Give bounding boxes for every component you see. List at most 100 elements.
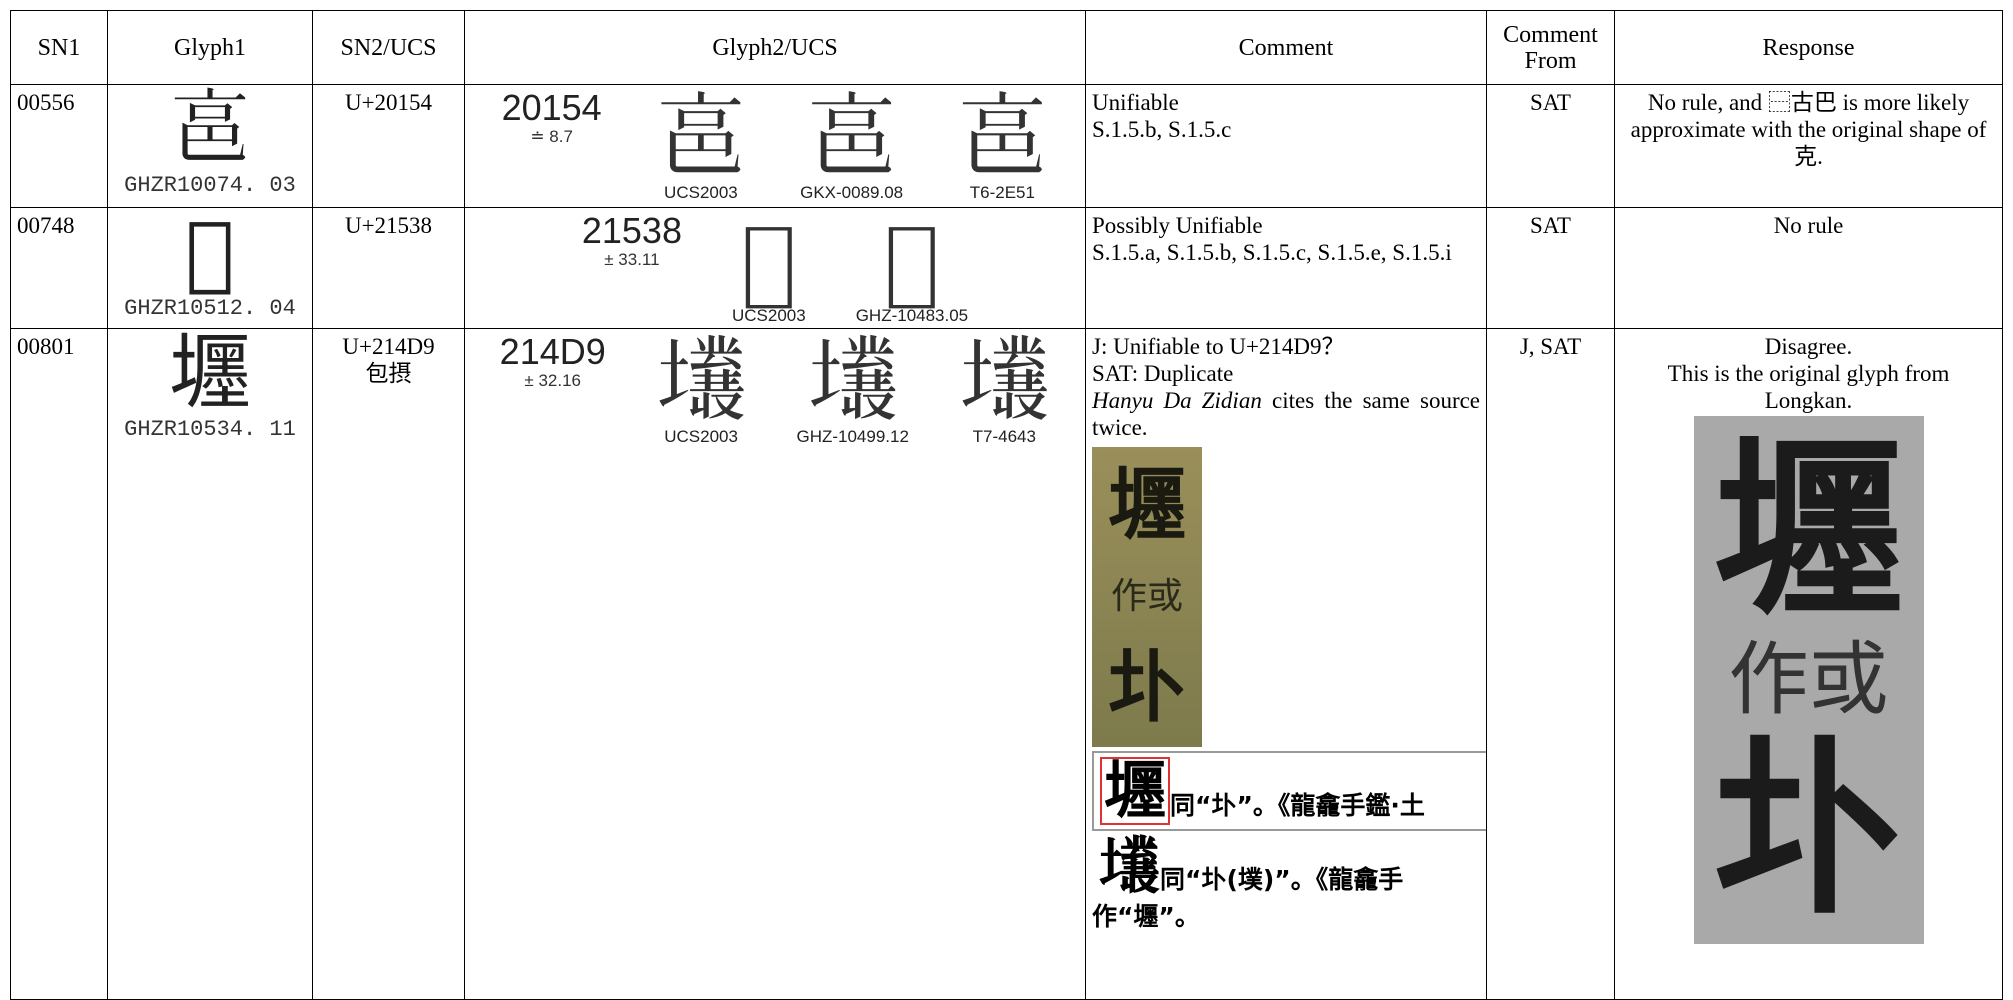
dict-text: 同“圤(墣)”。《龍龕手 [1160, 865, 1404, 894]
variant-label: UCS2003 [664, 183, 738, 202]
sn1: 00801 [17, 334, 75, 359]
variant-label: T6-2E51 [969, 183, 1035, 202]
comment-from: SAT [1530, 90, 1571, 115]
dict-text: 同“圤”。《龍龕手鑑·土 [1170, 791, 1425, 820]
glyph1-source: GHZR10512. 04 [124, 296, 296, 321]
code-score: ± 33.11 [604, 250, 660, 269]
dict-head: 壥 [1100, 757, 1171, 825]
glyph2-cell: 20154 ≐ 8.7 𠅔 UCS2003 𠅔 GKX-0089.08 𠅔 T6-2E51 [465, 85, 1086, 208]
glyph1-char: 壥 [168, 329, 251, 421]
dict-entry: 壥同“圤”。《龍龕手鑑·土 [1092, 751, 1486, 831]
glyph2-code: 21538 ± 33.11 [582, 212, 682, 270]
code-number: 20154 [501, 87, 602, 128]
scan-char: 壥 [1107, 459, 1186, 551]
header-cell: SN1 [10, 10, 108, 85]
comment-line: Possibly Unifiable [1092, 213, 1263, 238]
comment-from: SAT [1530, 213, 1571, 238]
header-text: Comment From [1503, 21, 1598, 74]
variant-char: 𠅔 [805, 85, 898, 191]
comment-cell: J: Unifiable to U+214D9？ SAT: Duplicate Ha… [1086, 329, 1487, 1000]
header-text: SN2/UCS [340, 34, 437, 61]
header-cell: Comment From [1487, 10, 1615, 85]
response-scan: 壥作或圤 [1693, 416, 1924, 944]
code-score: ± 32.16 [524, 371, 582, 390]
dictionary-snippet: 壥同“圤”。《龍龕手鑑·土 𡓙 同“圤(墣)”。《龍龕手 作“壥”。 [1092, 751, 1486, 931]
glyph1-cell: 𠅔 GHZR10074. 03 [108, 85, 313, 208]
comment-note: Hanyu Da Zidian cites the same source tw… [1092, 387, 1480, 441]
comment-line: SAT: Duplicate [1092, 361, 1234, 386]
variant-label: T7-4643 [972, 427, 1036, 446]
scan-char: 圤 [1107, 642, 1186, 734]
glyph1-cell: 壥 GHZR10534. 11 [108, 329, 313, 1000]
response-cell: No rule [1615, 208, 2003, 329]
variant-char: 𡔸 [884, 208, 940, 314]
glyph1-cell: 𡔸 GHZR10512. 04 [108, 208, 313, 329]
variant-label: GHZ-10483.05 [855, 306, 969, 325]
header-text: Glyph2/UCS [712, 34, 838, 61]
header-cell: Glyph1 [108, 10, 313, 85]
header-cell: Response [1615, 10, 2003, 85]
sn2-line: U+20154 [344, 90, 433, 115]
variant-label: UCS2003 [664, 427, 738, 446]
code-number: 21538 [581, 210, 682, 251]
variant-label: UCS2003 [731, 306, 806, 325]
header-text: Glyph1 [174, 34, 246, 61]
response-cell: Disagree. This is the original glyph from… [1615, 329, 2003, 1000]
glyph1-char: 𠅔 [168, 85, 251, 177]
glyph2-variant: 𠅔 UCS2003 [655, 89, 747, 203]
glyph2-code: 20154 ≐ 8.7 [502, 89, 602, 147]
variant-char: 𠅔 [956, 85, 1049, 191]
variant-char: 𡔸 [741, 208, 797, 314]
dict-head: 𡓙 [1098, 830, 1161, 903]
comment-line: S.1.5.b, S.1.5.c [1092, 117, 1232, 142]
comment-line: J: Unifiable to U+214D9？ [1092, 334, 1345, 359]
sn1: 00748 [17, 213, 75, 238]
header-cell: Glyph2/UCS [465, 10, 1086, 85]
glyph2-cell: 214D9 ± 32.16 𡓙 UCS2003 𡓙 GHZ-10499.12 𡓙 T7-464… [465, 329, 1086, 1000]
scan-char: 作或 [1110, 576, 1183, 618]
sn2-line: U+214D9 [342, 334, 435, 359]
comment-line: Unifiable [1092, 90, 1179, 115]
glyph1-source: GHZR10074. 03 [124, 173, 296, 198]
comment-from-cell: SAT [1487, 208, 1615, 329]
glyph2-variant: 𠅔 GKX-0089.08 [800, 89, 903, 203]
sn1: 00556 [17, 90, 75, 115]
sn2-cell: U+214D9 包摂 [313, 329, 465, 1000]
comment-cell: Possibly Unifiable S.1.5.a, S.1.5.b, S.1.… [1086, 208, 1487, 329]
glyph2-variant: 𠅔 T6-2E51 [956, 89, 1048, 203]
scan-char: 圤 [1713, 716, 1904, 940]
header-cell: Comment [1086, 10, 1487, 85]
response-cell: No rule, and ⿱古巴 is more likely approxim… [1615, 85, 2003, 208]
variant-char: 𡓙 [655, 329, 748, 435]
glyph2-variant: 𡓙 UCS2003 [655, 333, 747, 447]
sn1-cell: 00801 [10, 329, 108, 1000]
glyph2-variant: 𡔸 GHZ-10483.05 [856, 212, 968, 326]
code-score: ≐ 8.7 [530, 127, 573, 146]
header-text: Response [1762, 34, 1855, 61]
header-text: Comment [1238, 34, 1334, 61]
glyph1-char: 𡔸 [185, 208, 235, 300]
sn2-cell: U+21538 [313, 208, 465, 329]
response-line: No rule, and ⿱古巴 is more likely approxim… [1630, 90, 1987, 169]
comment-from-cell: SAT [1487, 85, 1615, 208]
sn2-cell: U+20154 [313, 85, 465, 208]
note-text: cites the same source twice. [1092, 388, 1481, 440]
variant-label: GKX-0089.08 [800, 183, 904, 202]
comment-from: J, SAT [1519, 334, 1582, 359]
glyph2-code: 214D9 ± 32.16 [500, 333, 606, 391]
variant-char: 𡓙 [958, 329, 1051, 435]
glyph2-cell: 21538 ± 33.11 𡔸 UCS2003 𡔸 GHZ-10483.05 [465, 208, 1086, 329]
glyph2-variant: 𡓙 T7-4643 [958, 333, 1050, 447]
header-text: SN1 [37, 34, 81, 61]
response-line: Disagree. [1764, 334, 1853, 359]
comment-line: S.1.5.a, S.1.5.b, S.1.5.c, S.1.5.e, S.1.… [1092, 240, 1452, 265]
dict-tail: 作“壥”。 [1092, 902, 1200, 931]
variant-char: 𠅔 [654, 85, 747, 191]
comment-from-cell: J, SAT [1487, 329, 1615, 1000]
comment-scan: 壥作或圤 [1092, 447, 1202, 747]
header-cell: SN2/UCS [313, 10, 465, 85]
scan-char: 作或 [1728, 633, 1889, 727]
glyph2-variant: 𡓙 GHZ-10499.12 [796, 333, 908, 447]
